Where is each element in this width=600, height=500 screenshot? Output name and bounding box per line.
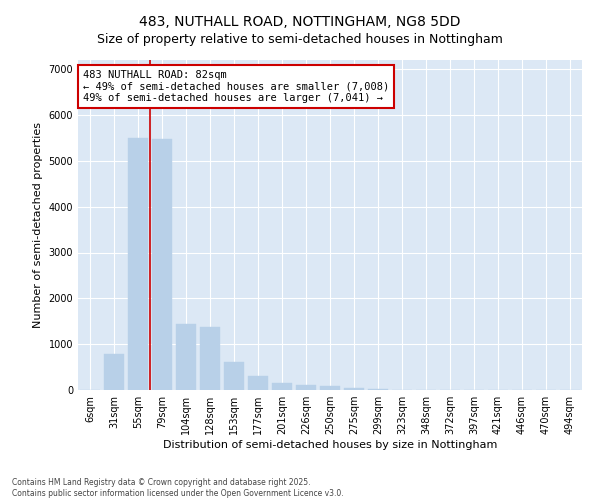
Bar: [176, 324, 196, 390]
Bar: [368, 389, 388, 390]
X-axis label: Distribution of semi-detached houses by size in Nottingham: Distribution of semi-detached houses by …: [163, 440, 497, 450]
Bar: [344, 388, 364, 390]
Text: Size of property relative to semi-detached houses in Nottingham: Size of property relative to semi-detach…: [97, 32, 503, 46]
Y-axis label: Number of semi-detached properties: Number of semi-detached properties: [33, 122, 43, 328]
Bar: [104, 354, 124, 390]
Bar: [128, 138, 148, 390]
Bar: [200, 327, 220, 390]
Bar: [248, 376, 268, 390]
Text: 483, NUTHALL ROAD, NOTTINGHAM, NG8 5DD: 483, NUTHALL ROAD, NOTTINGHAM, NG8 5DD: [139, 15, 461, 29]
Bar: [296, 385, 316, 390]
Bar: [272, 382, 292, 390]
Bar: [152, 139, 172, 390]
Bar: [224, 362, 244, 390]
Text: 483 NUTHALL ROAD: 82sqm
← 49% of semi-detached houses are smaller (7,008)
49% of: 483 NUTHALL ROAD: 82sqm ← 49% of semi-de…: [83, 70, 389, 103]
Bar: [320, 386, 340, 390]
Text: Contains HM Land Registry data © Crown copyright and database right 2025.
Contai: Contains HM Land Registry data © Crown c…: [12, 478, 344, 498]
